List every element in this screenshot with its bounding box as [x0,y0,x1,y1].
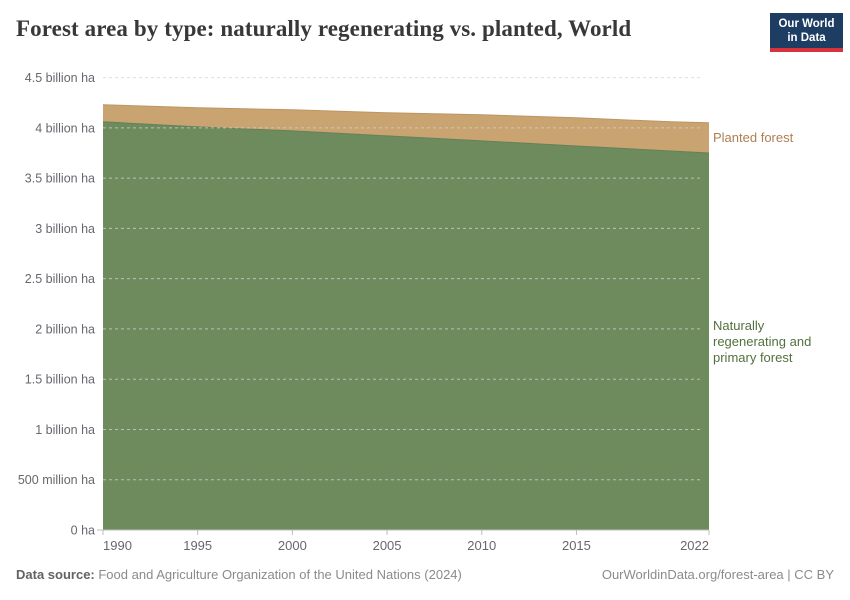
x-axis-label: 1995 [183,538,212,553]
series-label-planted-forest[interactable]: Planted forest [713,129,794,145]
y-axis-label: 4.5 billion ha [25,71,95,85]
owid-logo-line2: in Data [787,32,826,45]
x-axis-label: 1990 [103,538,132,553]
area-naturally-regenerating-forest[interactable] [103,121,709,531]
x-axis-label: 2015 [562,538,591,553]
owid-logo-line1: Our World [778,18,835,30]
x-axis-label: 2005 [373,538,402,553]
y-axis-label: 3 billion ha [35,222,95,236]
owid-logo[interactable]: Our World in Data [770,13,843,53]
x-axis-label: 2000 [278,538,307,553]
y-axis-label: 1 billion ha [35,423,95,437]
x-axis-label: 2022 [680,538,709,553]
data-source-label: Data source: [16,567,95,582]
chart-footer: Data source: Food and Agriculture Organi… [16,567,834,582]
y-axis-label: 500 million ha [18,473,95,487]
area-planted-forest[interactable] [103,104,709,153]
y-axis-label: 1.5 billion ha [25,373,95,387]
data-source-note: Data source: Food and Agriculture Organi… [16,567,462,582]
x-axis-label: 2010 [467,538,496,553]
y-axis-label: 2 billion ha [35,322,95,336]
planted-top-line [102,104,710,124]
y-axis-label: 0 ha [71,524,95,538]
y-axis-label: 2.5 billion ha [25,272,95,286]
owid-credit-link[interactable]: OurWorldinData.org/forest-area | CC BY [601,567,834,582]
y-axis-label: 4 billion ha [35,121,95,135]
data-source-value: Food and Agriculture Organization of the… [94,567,462,582]
y-axis-label: 3.5 billion ha [25,172,95,186]
series-label-naturally-regenerating[interactable]: Naturally regenerating and primary fores… [713,317,812,365]
chart-title: Forest area by type: naturally regenerat… [16,16,632,41]
